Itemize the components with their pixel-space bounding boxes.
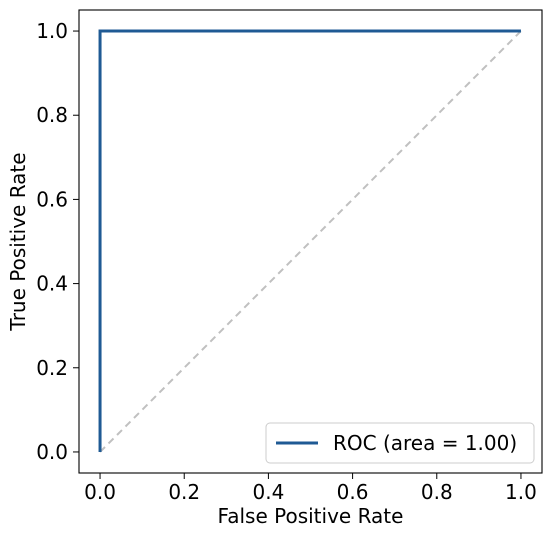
x-axis-label: False Positive Rate	[218, 504, 404, 528]
x-tick-label: 0.6	[337, 480, 369, 504]
legend-label: ROC (area = 1.00)	[333, 431, 517, 455]
legend: ROC (area = 1.00)	[265, 422, 535, 464]
x-tick-label: 0.2	[168, 480, 200, 504]
y-tick-label: 0.8	[36, 103, 68, 127]
x-tick-label: 0.4	[253, 480, 285, 504]
plot-frame	[78, 9, 543, 474]
x-tick-label: 0.0	[84, 480, 116, 504]
y-tick-label: 0.6	[36, 187, 68, 211]
y-tick-label: 1.0	[36, 19, 68, 43]
y-axis-ticks: 0.0 0.2 0.4 0.6 0.8 1.0	[36, 19, 79, 464]
x-tick-label: 1.0	[505, 480, 537, 504]
plot-lines	[98, 29, 522, 453]
y-tick-label: 0.4	[36, 272, 68, 296]
x-axis-ticks: 0.0 0.2 0.4 0.6 0.8 1.0	[84, 473, 537, 504]
legend-box	[265, 422, 535, 464]
chance-diagonal-line	[99, 30, 522, 453]
y-axis-label: True Positive Rate	[6, 152, 30, 331]
x-tick-label: 0.8	[421, 480, 453, 504]
roc-curve-line	[98, 29, 521, 452]
y-tick-label: 0.0	[36, 440, 68, 464]
y-tick-label: 0.2	[36, 356, 68, 380]
